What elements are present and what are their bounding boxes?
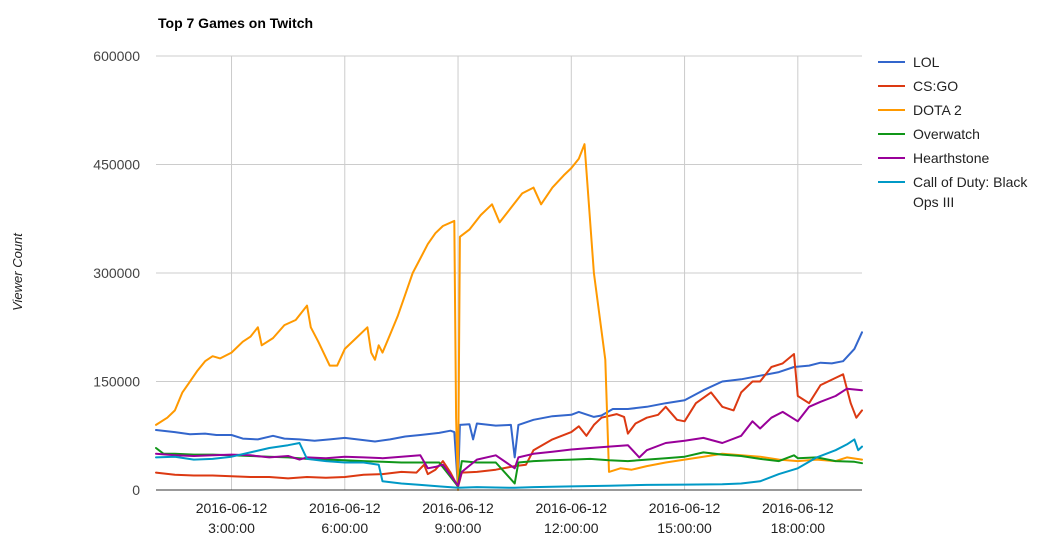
x-tick-time: 6:00:00 bbox=[321, 520, 368, 536]
legend-item[interactable]: Hearthstone bbox=[878, 150, 989, 166]
legend-item[interactable]: Overwatch bbox=[878, 126, 980, 142]
legend-label: LOL bbox=[913, 54, 940, 70]
x-tick-date: 2016-06-12 bbox=[422, 500, 494, 516]
y-tick-label: 300000 bbox=[93, 265, 140, 281]
legend-item[interactable]: LOL bbox=[878, 54, 940, 70]
x-tick-time: 18:00:00 bbox=[771, 520, 826, 536]
legend-label: Hearthstone bbox=[913, 150, 989, 166]
legend-item[interactable]: DOTA 2 bbox=[878, 102, 962, 118]
x-tick-time: 12:00:00 bbox=[544, 520, 599, 536]
y-tick-label: 150000 bbox=[93, 374, 140, 390]
chart-title: Top 7 Games on Twitch bbox=[158, 15, 313, 31]
series-line-hearthstone[interactable] bbox=[155, 387, 863, 487]
y-tick-label: 0 bbox=[132, 482, 140, 498]
series-line-dota-2[interactable] bbox=[155, 143, 863, 491]
x-tick-date: 2016-06-12 bbox=[535, 500, 607, 516]
series-line-call-of-duty-black-ops-iii[interactable] bbox=[155, 438, 863, 489]
x-tick-date: 2016-06-12 bbox=[649, 500, 721, 516]
legend-label: Overwatch bbox=[913, 126, 980, 142]
x-tick-time: 3:00:00 bbox=[208, 520, 255, 536]
y-tick-label: 600000 bbox=[93, 48, 140, 64]
legend-label: CS:GO bbox=[913, 78, 958, 94]
legend-label: DOTA 2 bbox=[913, 102, 962, 118]
x-tick-time: 9:00:00 bbox=[435, 520, 482, 536]
y-axis-label: Viewer Count bbox=[10, 232, 25, 311]
series-lines bbox=[155, 143, 863, 491]
gridlines bbox=[156, 55, 862, 490]
legend-label: Call of Duty: Black Ops III bbox=[913, 174, 1028, 210]
x-tick-time: 15:00:00 bbox=[657, 520, 712, 536]
x-tick-date: 2016-06-12 bbox=[762, 500, 834, 516]
series-line-lol[interactable] bbox=[155, 331, 863, 489]
x-axis-ticks: 2016-06-12 3:00:00 2016-06-12 6:00:00 2016-0… bbox=[196, 500, 834, 536]
legend-item[interactable]: CS:GO bbox=[878, 78, 958, 94]
x-tick-date: 2016-06-12 bbox=[196, 500, 268, 516]
y-axis-ticks: 0 150000 300000 450000 600000 bbox=[93, 48, 140, 498]
x-tick-date: 2016-06-12 bbox=[309, 500, 381, 516]
series-line-cs-go[interactable] bbox=[155, 353, 863, 489]
legend: LOL CS:GO DOTA 2 Overwatch Hearthstone Call o… bbox=[878, 54, 1028, 210]
legend-item[interactable]: Call of Duty: Black Ops III bbox=[878, 174, 1028, 210]
y-tick-label: 450000 bbox=[93, 157, 140, 173]
